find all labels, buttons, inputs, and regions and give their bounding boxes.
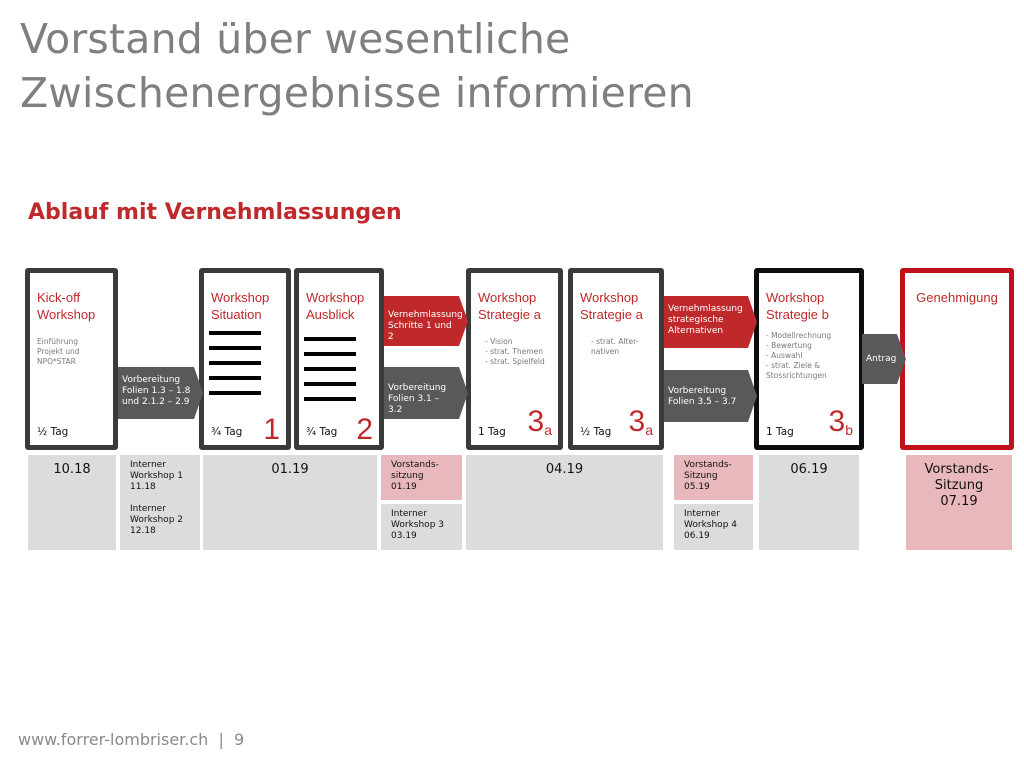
arrow-antrag: Antrag [862,334,906,384]
footer-url-page: www.forrer-lombriser.ch | 9 [18,730,245,749]
arrow-vorbereitung-1: Vorbereitung Folien 1.3 – 1.8 und 2.1.2 … [118,367,203,419]
card-description: - Modellrechnung - Bewertung - Auswahl -… [766,331,832,380]
card-kickoff-workshop: Kick-off Workshop Einführung Projekt und… [25,268,118,450]
card-genehmigung: Genehmigung [900,268,1014,450]
timeline-internal-workshop: Interner Workshop 4 06.19 [674,504,753,550]
arrow-vorbereitung-3: Vorbereitung Folien 3.5 – 3.7 [664,370,757,422]
card-title: Workshop Strategie b [766,290,829,322]
card-duration: ½ Tag [37,426,69,438]
timeline-board-meeting: Vorstands- Sitzung 05.19 [674,455,753,500]
slide-title: Vorstand über wesentliche Zwischenergebn… [20,15,694,117]
card-step-number: 2 [356,413,373,446]
timeline-board-meeting-final: Vorstands- Sitzung 07.19 [906,455,1012,550]
card-description: - Vision - strat. Themen - strat. Spielf… [485,337,545,366]
card-title: Workshop Ausblick [306,290,365,322]
card-title: Workshop Strategie a [478,290,541,322]
timeline-internal-workshops: Interner Workshop 1 11.18 Interner Works… [120,455,200,550]
timeline-internal-workshop: Interner Workshop 3 03.19 [381,504,462,550]
section-subtitle: Ablauf mit Vernehmlassungen [28,200,402,225]
card-step-number: 3b [828,405,853,438]
arrow-vorbereitung-2: Vorbereitung Folien 3.1 – 3.2 [384,367,468,419]
arrow-vernehmlassung-1: Vernehmlassung Schritte 1 und 2 [384,296,468,346]
card-workshop-situation: Workshop Situation ¾ Tag 1 [199,268,291,450]
card-duration: ½ Tag [580,426,612,438]
timeline-board-meeting: Vorstands- sitzung 01.19 [381,455,462,500]
card-description: - strat. Alter- nativen [591,337,639,356]
card-title: Genehmigung [916,290,998,305]
card-duration: 1 Tag [478,426,506,438]
placeholder-lines [304,337,356,412]
card-duration: ¾ Tag [306,426,338,438]
timeline-date: 04.19 [466,455,663,550]
card-duration: 1 Tag [766,426,794,438]
card-step-number: 3a [527,405,552,438]
card-workshop-strategie-a-2: Workshop Strategie a - strat. Alter- nat… [568,268,664,450]
card-title: Workshop Strategie a [580,290,643,322]
card-workshop-ausblick: Workshop Ausblick ¾ Tag 2 [294,268,384,450]
timeline-date: 06.19 [759,455,859,550]
card-title: Kick-off Workshop [37,290,96,322]
card-step-number: 1 [263,413,280,446]
card-title: Workshop Situation [211,290,270,322]
card-workshop-strategie-a-1: Workshop Strategie a - Vision - strat. T… [466,268,563,450]
card-step-number: 3a [628,405,653,438]
card-description: Einführung Projekt und NPO*STAR [37,337,80,366]
card-duration: ¾ Tag [211,426,243,438]
timeline-date: 01.19 [203,455,377,550]
card-workshop-strategie-b: Workshop Strategie b - Modellrechnung - … [754,268,864,450]
timeline-date: 10.18 [28,455,116,550]
placeholder-lines [209,331,261,406]
arrow-vernehmlassung-2: Vernehmlassung strategische Alternativen [664,296,757,348]
